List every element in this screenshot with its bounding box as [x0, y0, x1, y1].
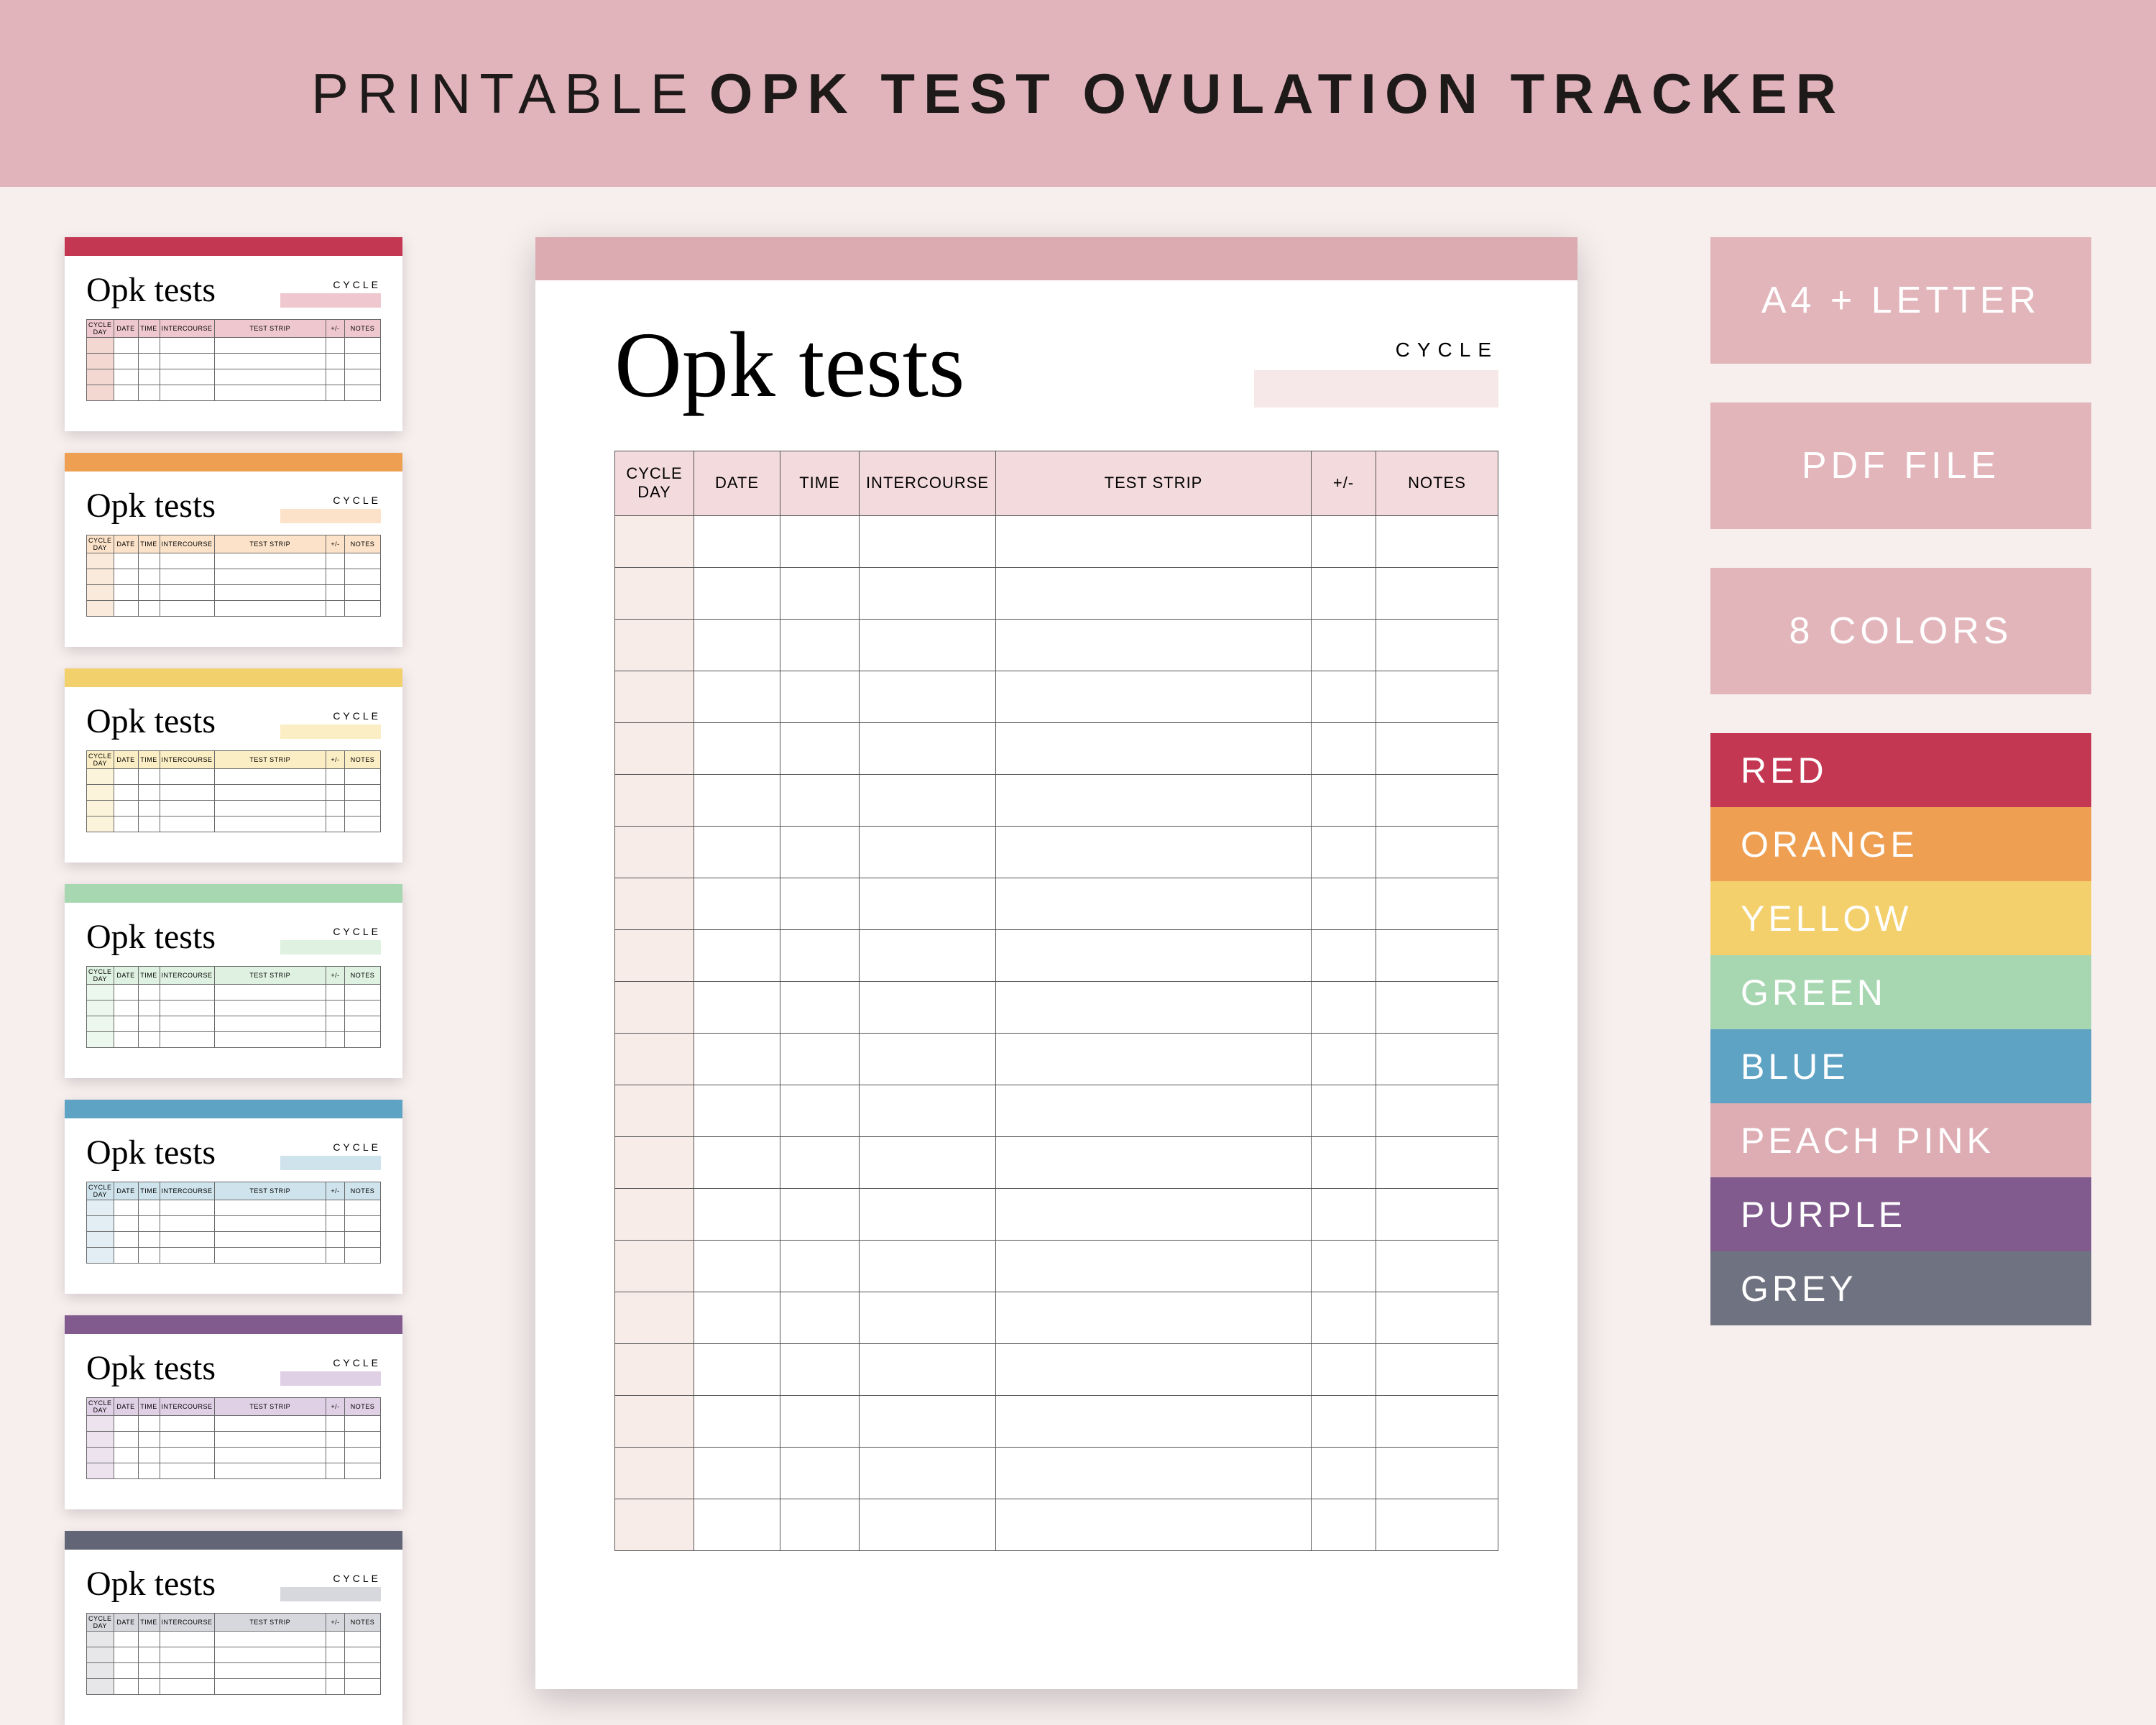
table-row	[615, 826, 1498, 878]
table-row	[615, 722, 1498, 774]
color-swatch-row: RED	[1710, 733, 2091, 807]
table-row	[615, 1136, 1498, 1188]
table-row	[615, 1499, 1498, 1550]
thumb-accent-bar	[65, 1100, 402, 1118]
sidebar: A4 + LETTER PDF FILE 8 COLORS REDORANGEYEL…	[1710, 237, 2091, 1725]
color-swatch-row: GREY	[1710, 1251, 2091, 1325]
thumb-cycle: CYCLE	[280, 926, 381, 954]
cycle-box: CYCLE	[1254, 339, 1498, 408]
main-area: Opk tests CYCLE CYCLEDAYDATETIMEINTERCOU…	[446, 237, 1667, 1725]
thumbnail: Opk tests CYCLE CYCLEDAYDATETIMEINTERCOURS…	[65, 1531, 402, 1725]
thumb-accent-bar	[65, 884, 402, 903]
thumb-title: Opk tests	[86, 273, 216, 308]
thumb-title: Opk tests	[86, 1351, 216, 1386]
color-swatch-row: PEACH PINK	[1710, 1103, 2091, 1177]
table-row	[615, 567, 1498, 619]
table-row	[615, 1447, 1498, 1499]
thumb-accent-bar	[65, 453, 402, 472]
thumb-cycle: CYCLE	[280, 279, 381, 308]
thumbnail: Opk tests CYCLE CYCLEDAYDATETIMEINTERCOURS…	[65, 237, 402, 431]
col-header: DATE	[694, 451, 780, 516]
thumb-header: Opk tests CYCLE	[65, 903, 402, 959]
feature-pill: PDF FILE	[1710, 402, 2091, 529]
sheet-header: Opk tests CYCLE	[535, 280, 1577, 422]
color-swatch-row: ORANGE	[1710, 807, 2091, 881]
table-row	[615, 1395, 1498, 1447]
tracker-table: CYCLEDAYDATETIMEINTERCOURSETEST STRIP+/-…	[614, 451, 1498, 1551]
main-sheet: Opk tests CYCLE CYCLEDAYDATETIMEINTERCOU…	[535, 237, 1577, 1689]
thumb-table: CYCLEDAYDATETIMEINTERCOURSETEST STRIP+/-…	[86, 1182, 381, 1264]
thumb-table: CYCLEDAYDATETIMEINTERCOURSETEST STRIP+/-…	[86, 319, 381, 401]
stage: Opk tests CYCLE CYCLEDAYDATETIMEINTERCOURS…	[0, 187, 2156, 1725]
sheet-title: Opk tests	[614, 323, 965, 408]
table-row	[615, 1343, 1498, 1395]
col-header: NOTES	[1376, 451, 1498, 516]
thumb-cycle: CYCLE	[280, 1357, 381, 1386]
thumb-accent-bar	[65, 1315, 402, 1334]
banner-bold: OPK TEST OVULATION TRACKER	[709, 61, 1845, 126]
sheet-accent-bar	[535, 237, 1577, 280]
table-row	[615, 1292, 1498, 1343]
banner-light: PRINTABLE	[311, 61, 696, 126]
thumb-table: CYCLEDAYDATETIMEINTERCOURSETEST STRIP+/-…	[86, 750, 381, 832]
cycle-label: CYCLE	[1254, 339, 1498, 362]
thumb-table: CYCLEDAYDATETIMEINTERCOURSETEST STRIP+/-…	[86, 1613, 381, 1695]
thumb-table: CYCLEDAYDATETIMEINTERCOURSETEST STRIP+/-…	[86, 966, 381, 1048]
thumb-title: Opk tests	[86, 489, 216, 523]
thumbnail: Opk tests CYCLE CYCLEDAYDATETIMEINTERCOURS…	[65, 1100, 402, 1294]
table-row	[615, 929, 1498, 981]
color-swatch-row: GREEN	[1710, 955, 2091, 1029]
thumb-header: Opk tests CYCLE	[65, 1334, 402, 1390]
table-row	[615, 878, 1498, 929]
color-swatch-row: BLUE	[1710, 1029, 2091, 1103]
title-banner: PRINTABLE OPK TEST OVULATION TRACKER	[0, 0, 2156, 187]
col-header: TIME	[780, 451, 860, 516]
thumbnail-column: Opk tests CYCLE CYCLEDAYDATETIMEINTERCOURS…	[65, 237, 402, 1725]
thumb-table: CYCLEDAYDATETIMEINTERCOURSETEST STRIP+/-…	[86, 535, 381, 617]
table-row	[615, 1188, 1498, 1240]
pill-group: A4 + LETTER PDF FILE 8 COLORS	[1710, 237, 2091, 694]
thumb-header: Opk tests CYCLE	[65, 256, 402, 312]
thumb-header: Opk tests CYCLE	[65, 687, 402, 743]
table-row	[615, 1033, 1498, 1085]
col-header: +/-	[1312, 451, 1376, 516]
thumbnail: Opk tests CYCLE CYCLEDAYDATETIMEINTERCOURS…	[65, 453, 402, 647]
col-header: INTERCOURSE	[860, 451, 996, 516]
thumbnail: Opk tests CYCLE CYCLEDAYDATETIMEINTERCOURS…	[65, 1315, 402, 1509]
table-row	[615, 671, 1498, 722]
thumb-title: Opk tests	[86, 1567, 216, 1601]
thumb-title: Opk tests	[86, 704, 216, 739]
table-row	[615, 1240, 1498, 1292]
thumb-title: Opk tests	[86, 920, 216, 954]
thumb-accent-bar	[65, 237, 402, 256]
thumb-header: Opk tests CYCLE	[65, 1118, 402, 1174]
thumbnail: Opk tests CYCLE CYCLEDAYDATETIMEINTERCOURS…	[65, 668, 402, 862]
feature-pill: A4 + LETTER	[1710, 237, 2091, 364]
color-swatch-row: YELLOW	[1710, 881, 2091, 955]
thumb-cycle: CYCLE	[280, 494, 381, 523]
table-row	[615, 515, 1498, 567]
thumb-header: Opk tests CYCLE	[65, 1550, 402, 1606]
color-swatch-row: PURPLE	[1710, 1177, 2091, 1251]
col-header: CYCLEDAY	[615, 451, 694, 516]
col-header: TEST STRIP	[996, 451, 1312, 516]
thumb-cycle: CYCLE	[280, 710, 381, 739]
thumb-header: Opk tests CYCLE	[65, 472, 402, 528]
table-row	[615, 619, 1498, 671]
thumb-cycle: CYCLE	[280, 1141, 381, 1170]
feature-pill: 8 COLORS	[1710, 568, 2091, 694]
table-row	[615, 981, 1498, 1033]
thumbnail: Opk tests CYCLE CYCLEDAYDATETIMEINTERCOURS…	[65, 884, 402, 1078]
cycle-swatch	[1254, 370, 1498, 408]
thumb-table: CYCLEDAYDATETIMEINTERCOURSETEST STRIP+/-…	[86, 1397, 381, 1479]
color-list: REDORANGEYELLOWGREENBLUEPEACH PINKPURPLE…	[1710, 733, 2091, 1325]
thumb-title: Opk tests	[86, 1136, 216, 1170]
table-row	[615, 774, 1498, 826]
table-row	[615, 1085, 1498, 1136]
thumb-cycle: CYCLE	[280, 1573, 381, 1601]
thumb-accent-bar	[65, 668, 402, 687]
thumb-accent-bar	[65, 1531, 402, 1550]
